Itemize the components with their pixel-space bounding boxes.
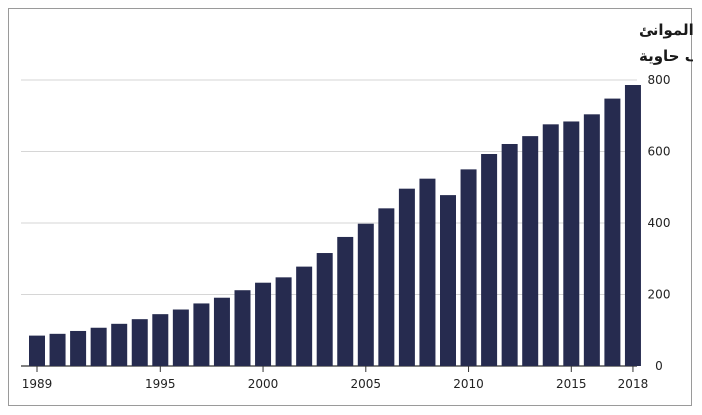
bar-2002 [296,266,313,366]
bar-2017 [604,98,621,366]
bar-2000 [255,282,272,366]
y-tick-label: 800 [648,73,671,87]
x-axis-ticks: 1989 1995 2000 2005 2010 2015 2018 [22,366,648,391]
bar-2008 [419,178,436,366]
bar-2018 [624,85,641,366]
bar-1994 [131,319,148,366]
x-tick-label: 2015 [556,377,587,391]
y-tick-label: 0 [655,359,663,373]
bar-2013 [522,136,539,366]
bar-1989 [29,335,45,366]
y-axis-ticks: 0 200 400 600 800 [648,73,671,373]
bar-2010 [460,169,477,366]
bar-1998 [213,297,230,366]
bar-1995 [152,314,169,366]
bar-1997 [193,303,210,366]
x-tick-label: 2005 [351,377,382,391]
bar-2015 [563,121,580,366]
chart-subtitle: بالألف حاوية [639,47,693,65]
y-tick-label: 400 [648,216,671,230]
bar-2004 [337,236,354,366]
x-tick-label: 1989 [22,377,53,391]
bar-chart: عدد الحاويات التى عبرت الموانئ بالألف حا… [21,21,693,391]
bar-2016 [583,114,600,366]
bar-1990 [49,333,66,366]
bar-2006 [378,208,395,366]
bars [29,85,641,366]
x-tick-label: 2000 [248,377,279,391]
bar-2007 [398,188,415,366]
bar-2005 [357,223,374,366]
chart-title: عدد الحاويات التى عبرت الموانئ [639,21,693,39]
bar-2003 [316,253,333,366]
bar-2001 [275,277,292,366]
bar-2009 [440,195,456,366]
y-tick-label: 200 [648,288,671,302]
bar-2012 [501,143,518,366]
bar-1999 [234,290,251,366]
x-tick-label: 2010 [453,377,484,391]
y-tick-label: 600 [648,145,671,159]
bar-2014 [542,124,559,366]
bar-1991 [70,330,87,366]
chart-frame: عدد الحاويات التى عبرت الموانئ بالألف حا… [8,8,693,406]
bar-1992 [90,327,107,366]
bar-2011 [481,154,498,366]
bar-1996 [172,309,189,366]
bar-1993 [111,323,128,366]
x-tick-label: 1995 [145,377,176,391]
x-tick-label: 2018 [618,377,649,391]
